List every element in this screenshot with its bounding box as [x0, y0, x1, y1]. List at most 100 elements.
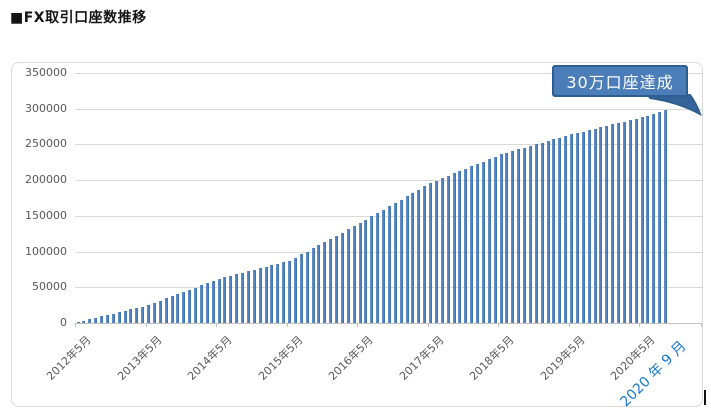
bar-month-84	[570, 134, 574, 323]
bar-month-96	[640, 117, 644, 323]
bar-month-26	[229, 275, 233, 323]
bar-month-7	[117, 312, 121, 323]
page-title: ■FX取引口座数推移	[10, 10, 147, 26]
bar-month-0	[76, 321, 80, 323]
bar-month-32	[264, 266, 268, 323]
bar-month-64	[452, 173, 456, 323]
bar-month-62	[440, 178, 444, 323]
bar-month-68	[476, 164, 480, 323]
bar-month-54	[393, 203, 397, 323]
bar-month-78	[534, 144, 538, 323]
bar-month-29	[246, 271, 250, 323]
bar-month-11	[141, 306, 145, 323]
bar-month-15	[164, 298, 168, 323]
bar-month-31	[258, 268, 262, 323]
bar-month-48	[358, 223, 362, 323]
bar-month-53	[387, 206, 391, 323]
bar-month-79	[540, 142, 544, 323]
x-tick-7	[568, 323, 570, 327]
bar-month-72	[499, 154, 503, 323]
bar-month-18	[182, 291, 186, 323]
bar-month-65	[458, 171, 462, 323]
gridline-200000	[75, 180, 702, 182]
bar-month-63	[446, 175, 450, 323]
bar-month-100	[664, 110, 668, 323]
bar-month-60	[429, 183, 433, 323]
bar-month-56	[405, 196, 409, 323]
bar-month-24	[217, 278, 221, 323]
bar-month-73	[505, 152, 509, 323]
bar-month-59	[423, 186, 427, 323]
bar-month-87	[587, 130, 591, 323]
y-axis-label-100000: 100000	[25, 244, 67, 258]
bar-month-81	[552, 139, 556, 323]
bar-month-40	[311, 248, 315, 323]
bar-month-1	[82, 320, 86, 323]
bar-month-91	[611, 124, 615, 323]
callout-annotation-text: 30万口座達成	[566, 73, 674, 92]
x-tick-0	[75, 323, 76, 327]
bar-month-23	[211, 280, 215, 323]
bar-month-66	[464, 168, 468, 323]
bar-month-76	[523, 147, 527, 323]
bar-month-57	[411, 193, 415, 323]
bar-month-22	[205, 283, 209, 323]
bar-month-13	[152, 303, 156, 323]
bar-month-6	[111, 313, 115, 323]
bar-month-17	[176, 294, 180, 323]
bar-month-61	[434, 180, 438, 323]
bar-month-36	[288, 260, 292, 323]
chart-area	[11, 62, 703, 407]
bar-month-28	[241, 272, 245, 323]
y-axis-label-0: 0	[60, 316, 67, 329]
bar-month-45	[340, 232, 344, 323]
y-axis-label-250000: 250000	[25, 137, 67, 151]
bar-month-85	[575, 133, 579, 323]
gridline-0	[75, 323, 702, 324]
x-tick-5	[427, 323, 429, 327]
bar-month-74	[511, 151, 515, 323]
bar-month-20	[194, 287, 198, 323]
bar-month-44	[335, 235, 339, 323]
bar-month-4	[100, 316, 104, 323]
bar-month-80	[546, 141, 550, 323]
bar-month-71	[493, 156, 497, 323]
bar-month-67	[470, 166, 474, 323]
callout-annotation: 30万口座達成	[552, 65, 688, 97]
y-axis-label-200000: 200000	[25, 173, 67, 187]
y-axis-label-300000: 300000	[25, 101, 67, 115]
bar-month-83	[564, 136, 568, 323]
bar-month-58	[417, 189, 421, 323]
bar-month-82	[558, 137, 562, 323]
bar-month-49	[364, 219, 368, 323]
x-tick-6	[498, 323, 499, 327]
bar-month-38	[299, 254, 303, 323]
text-cursor	[704, 390, 706, 405]
bar-month-46	[346, 229, 350, 323]
y-axis-label-50000: 50000	[32, 280, 67, 294]
bar-month-89	[599, 127, 603, 323]
bar-month-88	[593, 128, 597, 323]
bar-month-43	[329, 238, 333, 323]
bar-month-9	[129, 309, 133, 323]
bar-month-37	[293, 257, 297, 323]
bar-month-25	[223, 277, 227, 323]
x-tick-2	[216, 323, 217, 327]
bar-month-8	[123, 310, 127, 323]
bar-month-97	[646, 115, 650, 323]
bar-month-47	[352, 226, 356, 323]
bar-month-19	[188, 289, 192, 323]
x-tick-4	[357, 323, 358, 327]
bar-month-41	[317, 245, 321, 323]
x-tick-3	[286, 323, 288, 327]
plot-area: 350000 300000 250000 200000 150000 100000 5000…	[25, 66, 702, 410]
bar-month-98	[652, 113, 656, 323]
gridline-350000	[75, 73, 702, 74]
callout-tail-icon	[646, 94, 702, 117]
bar-month-3	[94, 317, 98, 323]
bar-month-27	[235, 274, 239, 323]
bar-month-94	[628, 120, 632, 323]
bar-month-99	[658, 111, 662, 323]
bar-month-77	[528, 146, 532, 323]
